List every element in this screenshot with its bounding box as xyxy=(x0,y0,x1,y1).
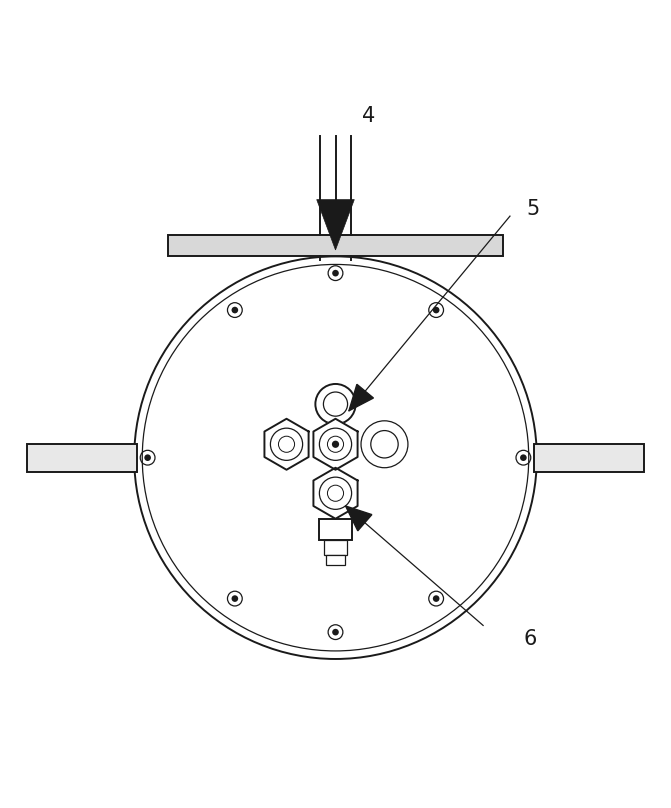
Polygon shape xyxy=(317,200,354,250)
Circle shape xyxy=(332,440,339,448)
Circle shape xyxy=(520,454,527,461)
Circle shape xyxy=(270,428,303,461)
Polygon shape xyxy=(313,468,358,519)
Circle shape xyxy=(433,307,440,314)
Circle shape xyxy=(231,307,238,314)
Bar xyxy=(326,555,345,565)
Polygon shape xyxy=(264,419,309,469)
Text: 6: 6 xyxy=(523,629,537,649)
Polygon shape xyxy=(313,419,358,469)
Circle shape xyxy=(231,595,238,602)
Circle shape xyxy=(327,485,344,501)
Circle shape xyxy=(319,478,352,509)
Text: 4: 4 xyxy=(362,106,376,125)
Bar xyxy=(319,519,352,541)
Circle shape xyxy=(371,431,398,458)
Circle shape xyxy=(323,392,348,416)
Text: 5: 5 xyxy=(527,200,540,220)
Circle shape xyxy=(433,595,440,602)
Circle shape xyxy=(278,436,295,452)
Bar xyxy=(324,541,347,555)
Circle shape xyxy=(315,384,356,424)
Polygon shape xyxy=(346,506,372,531)
Bar xyxy=(27,444,137,472)
Bar xyxy=(168,235,503,256)
Circle shape xyxy=(144,454,151,461)
Polygon shape xyxy=(349,385,374,410)
Circle shape xyxy=(332,629,339,635)
Bar xyxy=(534,444,644,472)
Circle shape xyxy=(332,270,339,276)
Circle shape xyxy=(319,428,352,461)
Circle shape xyxy=(361,421,408,468)
Circle shape xyxy=(327,436,344,452)
